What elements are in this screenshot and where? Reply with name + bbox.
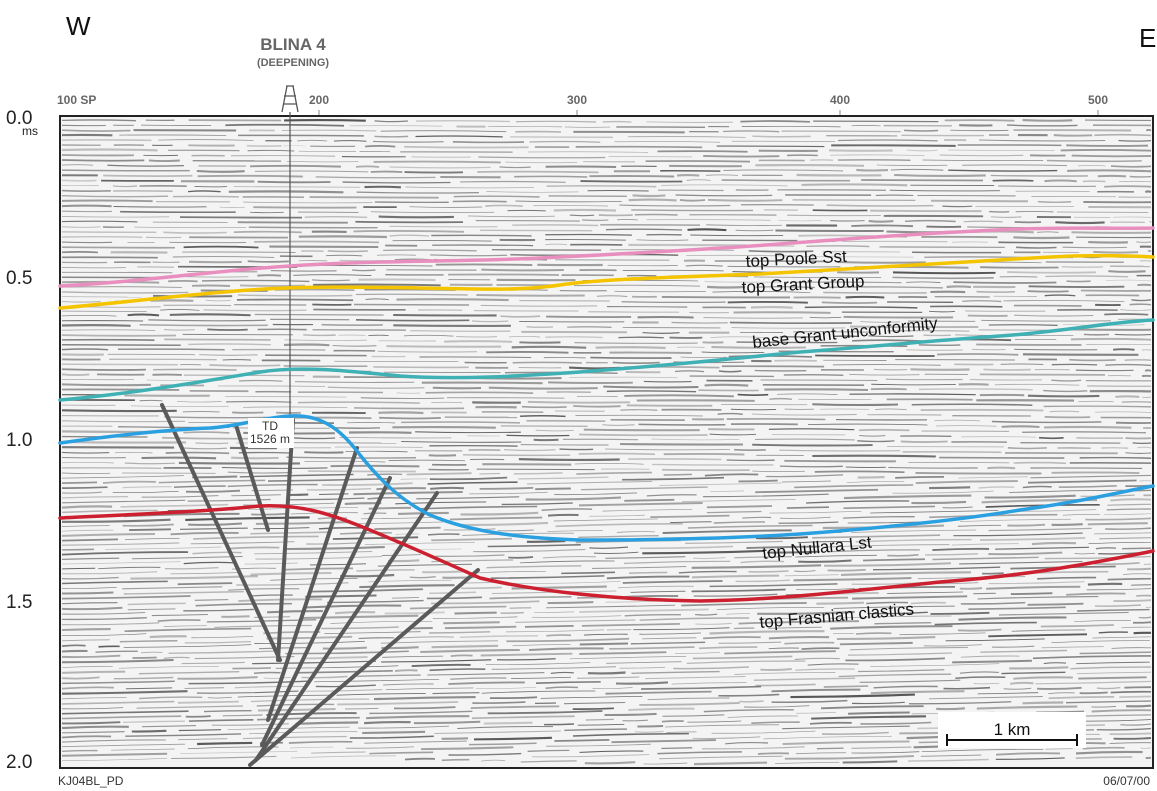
time-axis-ticks: 0.0 0.5 1.0 1.5 2.0 — [6, 108, 32, 773]
time-tick-label: 1.0 — [6, 430, 32, 451]
fault-line — [254, 491, 439, 762]
td-callout: TD 1526 m — [248, 418, 294, 448]
horizon-top-grant-group — [58, 253, 1155, 310]
seismic-panel — [59, 115, 1154, 769]
time-tick-label: 1.5 — [6, 592, 32, 613]
scale-bar: 1 km — [938, 712, 1086, 748]
sp-tick-label: 300 — [567, 93, 587, 107]
scale-bar-label: 1 km — [994, 720, 1031, 739]
well-name: BLINA 4 — [260, 35, 326, 54]
time-tick-label: 0.5 — [6, 268, 32, 289]
horizon-top-frasnian-clastics — [58, 503, 1155, 603]
sp-tick-label: 200 — [309, 93, 329, 107]
faults — [160, 403, 480, 767]
fault-line — [266, 446, 359, 722]
west-label: W — [66, 11, 91, 41]
derrick-icon — [281, 85, 299, 113]
figure-date: 06/07/00 — [1103, 774, 1150, 788]
td-label: TD — [262, 419, 278, 433]
sp-axis-ticks: 200 300 400 500 — [309, 93, 1108, 116]
sp-tick-label: 400 — [830, 93, 850, 107]
horizon-top-poole-sst — [58, 226, 1155, 288]
sp-tick-label: 500 — [1088, 93, 1108, 107]
horizon-top-nullara-lst — [58, 414, 1155, 542]
fault-line — [260, 476, 392, 747]
time-tick-label: 0.0 — [6, 108, 32, 129]
horizons — [58, 226, 1155, 603]
fault-line — [276, 418, 295, 662]
fault-line — [234, 423, 270, 532]
figure-id: KJ04BL_PD — [58, 774, 124, 788]
fault-line — [248, 568, 480, 767]
east-label: E — [1139, 23, 1156, 53]
time-tick-label: 2.0 — [6, 752, 32, 773]
horizon-base-grant-unconformity — [58, 318, 1155, 402]
reflector-texture — [61, 119, 1152, 766]
td-depth: 1526 m — [250, 432, 290, 446]
sp-axis-start: 100 SP — [57, 93, 96, 107]
fault-line — [160, 403, 282, 662]
well-note: (DEEPENING) — [257, 57, 329, 69]
time-unit: ms — [22, 124, 38, 138]
